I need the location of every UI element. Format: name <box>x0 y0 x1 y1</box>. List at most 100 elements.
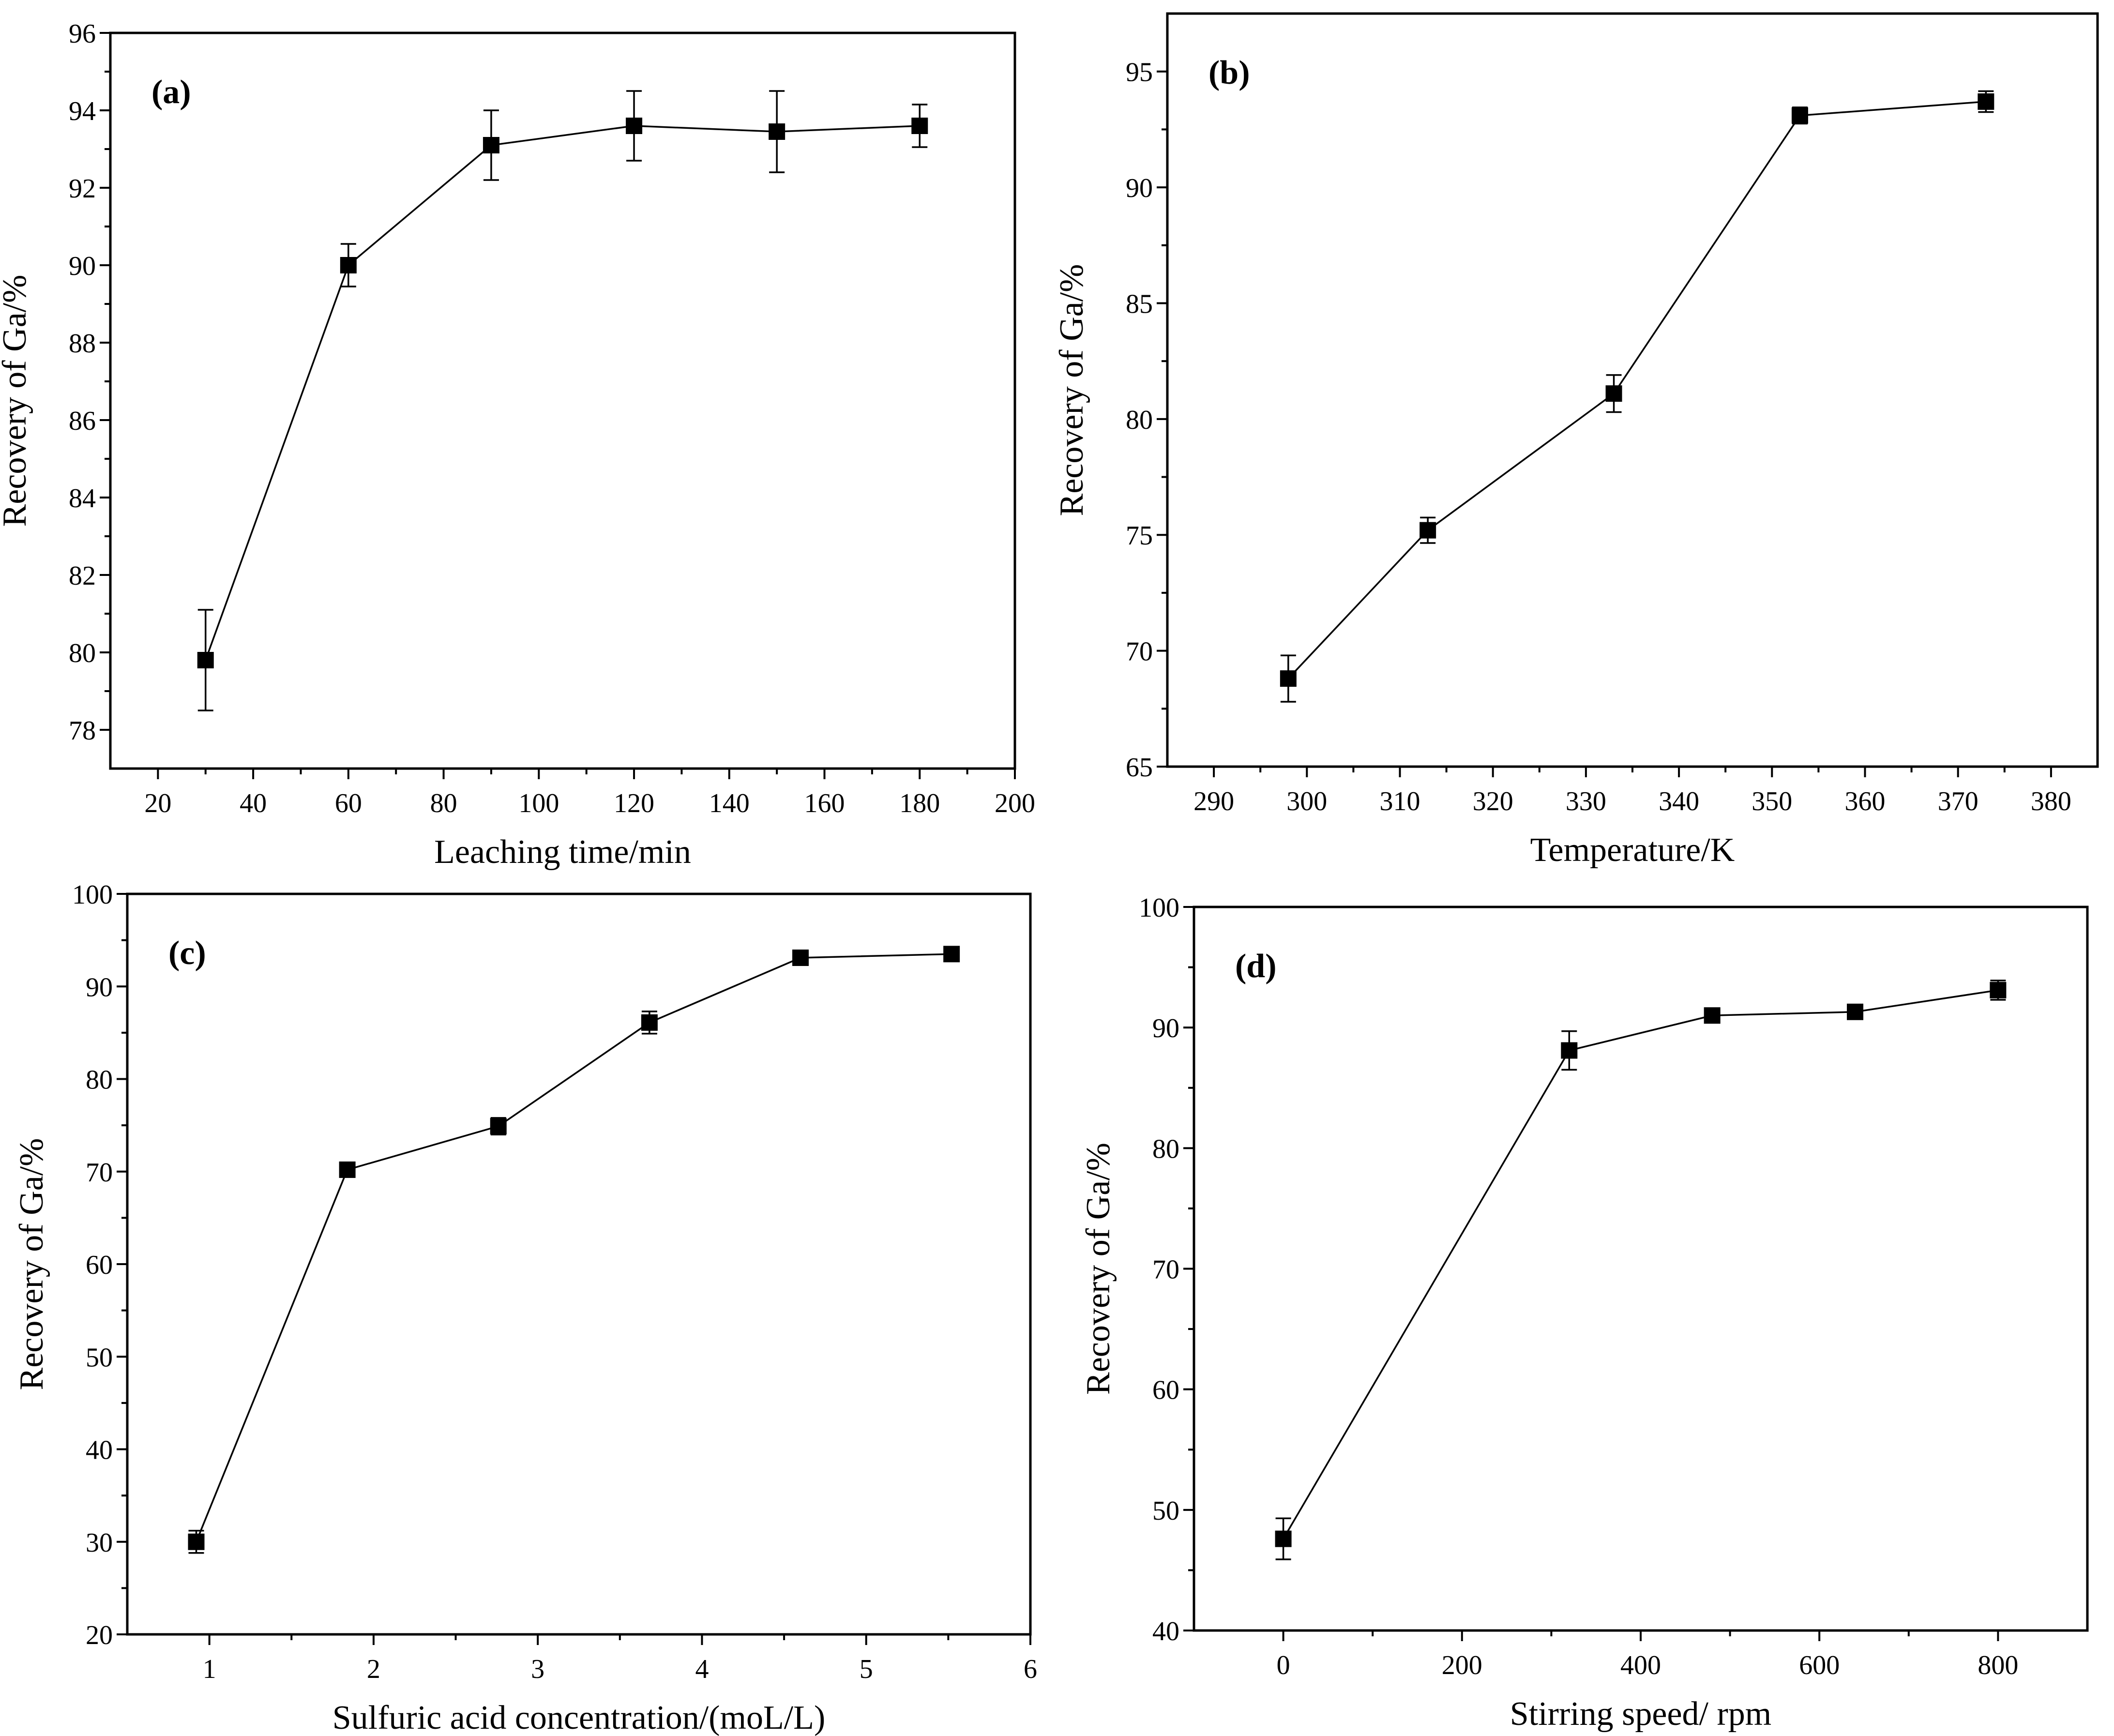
y-tick-label: 40 <box>1152 1616 1179 1646</box>
y-tick-label: 80 <box>69 638 96 668</box>
data-point <box>197 652 214 668</box>
x-tick-label: 800 <box>1978 1650 2018 1680</box>
data-point <box>1275 1530 1292 1547</box>
x-tick-label: 360 <box>1845 786 1886 816</box>
data-point <box>1561 1042 1578 1059</box>
x-tick-label: 600 <box>1799 1650 1840 1680</box>
y-tick-label: 100 <box>1139 893 1179 923</box>
y-tick-label: 80 <box>1126 405 1153 435</box>
y-tick-label: 80 <box>86 1065 113 1095</box>
x-tick-label: 1 <box>203 1654 216 1684</box>
x-tick-label: 120 <box>614 788 654 818</box>
x-tick-label: 330 <box>1566 786 1606 816</box>
data-point <box>769 123 785 140</box>
x-tick-label: 370 <box>1938 786 1978 816</box>
data-point <box>483 137 499 153</box>
y-tick-label: 86 <box>69 406 96 436</box>
y-tick-label: 78 <box>69 716 96 746</box>
x-tick-label: 3 <box>531 1654 544 1684</box>
panel-label: (a) <box>151 74 191 111</box>
y-tick-label: 65 <box>1126 753 1153 783</box>
y-tick-label: 100 <box>72 880 113 910</box>
x-tick-label: 300 <box>1286 786 1327 816</box>
y-tick-label: 70 <box>1152 1255 1179 1285</box>
x-tick-label: 80 <box>430 788 457 818</box>
x-axis-title: Sulfuric acid concentration/(moL/L) <box>332 1699 826 1736</box>
x-axis-title: Stirring speed/ rpm <box>1510 1695 1771 1733</box>
chart-panel-a: 20 40 60 80 100 120 140 160 180 200 78 80 82 84 86 88 90… <box>0 19 1035 871</box>
x-axis-title: Leaching time/min <box>434 833 691 871</box>
x-tick-label: 2 <box>367 1654 380 1684</box>
x-tick-label: 320 <box>1473 786 1513 816</box>
y-tick-label: 75 <box>1126 521 1153 551</box>
x-tick-label: 310 <box>1380 786 1420 816</box>
x-tick-label: 200 <box>995 788 1035 818</box>
x-tick-label: 5 <box>860 1654 873 1684</box>
panel-label: (d) <box>1235 948 1277 985</box>
plot-frame <box>126 892 1032 1636</box>
y-tick-label: 85 <box>1126 289 1153 319</box>
x-tick-label: 20 <box>144 788 171 818</box>
data-point <box>1704 1007 1721 1024</box>
y-tick-label: 80 <box>1152 1134 1179 1164</box>
plot-frame <box>109 31 1016 770</box>
data-point <box>943 946 960 963</box>
x-tick-label: 6 <box>1024 1654 1037 1684</box>
data-point <box>1791 107 1808 124</box>
data-point <box>188 1533 205 1550</box>
data-point <box>340 257 357 273</box>
x-tick-label: 290 <box>1193 786 1234 816</box>
x-tick-label: 40 <box>240 788 267 818</box>
chart-panel-b: 290 300 310 320 330 340 350 360 370 380 65 70 75 80 85… <box>1053 12 2099 869</box>
x-tick-label: 60 <box>335 788 362 818</box>
y-tick-label: 90 <box>69 251 96 281</box>
plot-frame <box>1166 12 2099 768</box>
y-tick-label: 84 <box>69 483 96 513</box>
x-axis-title: Temperature/K <box>1530 831 1735 869</box>
data-point <box>911 118 928 134</box>
y-axis-title: Recovery of Ga/% <box>0 275 33 527</box>
y-tick-label: 40 <box>86 1435 113 1465</box>
panel-label: (c) <box>168 935 206 972</box>
y-tick-label: 50 <box>86 1343 113 1373</box>
series-line <box>1287 101 1986 679</box>
series-line <box>1283 989 1998 1540</box>
x-tick-label: 160 <box>804 788 845 818</box>
data-point <box>1990 981 2007 998</box>
y-tick-label: 90 <box>1126 173 1153 203</box>
y-axis-title: Recovery of Ga/% <box>13 1138 50 1390</box>
y-tick-label: 30 <box>86 1528 113 1558</box>
y-tick-label: 88 <box>69 329 96 359</box>
y-tick-label: 70 <box>86 1158 113 1188</box>
y-tick-label: 90 <box>1152 1013 1179 1043</box>
data-point <box>1419 522 1436 539</box>
x-tick-label: 100 <box>518 788 559 818</box>
x-tick-label: 4 <box>695 1654 709 1684</box>
series-line <box>205 125 920 661</box>
y-tick-label: 96 <box>69 19 96 49</box>
data-point <box>1605 385 1622 402</box>
x-tick-label: 140 <box>709 788 750 818</box>
data-point <box>626 118 643 134</box>
data-point <box>641 1014 658 1031</box>
chart-panel-c: 1 2 3 4 5 6 20 30 40 50 60 70 80 90 100 Sulfuric acid c… <box>13 880 1037 1736</box>
x-tick-label: 400 <box>1620 1650 1661 1680</box>
x-tick-label: 0 <box>1277 1650 1290 1680</box>
chart-panel-d: 0 200 400 600 800 40 50 60 70 80 90 100 Stirring spe… <box>1080 893 2089 1733</box>
x-tick-label: 350 <box>1752 786 1792 816</box>
y-tick-label: 20 <box>86 1620 113 1650</box>
plot-frame <box>1193 906 2089 1632</box>
x-tick-label: 340 <box>1659 786 1699 816</box>
y-tick-label: 94 <box>69 96 96 126</box>
x-tick-label: 200 <box>1442 1650 1482 1680</box>
y-tick-label: 95 <box>1126 58 1153 88</box>
panel-label: (b) <box>1208 54 1250 91</box>
y-tick-label: 90 <box>86 972 113 1002</box>
data-point <box>792 949 809 966</box>
y-tick-label: 82 <box>69 561 96 591</box>
y-axis-title: Recovery of Ga/% <box>1053 264 1090 516</box>
y-axis-title: Recovery of Ga/% <box>1080 1143 1117 1395</box>
data-point <box>1847 1003 1864 1020</box>
y-tick-label: 50 <box>1152 1496 1179 1526</box>
